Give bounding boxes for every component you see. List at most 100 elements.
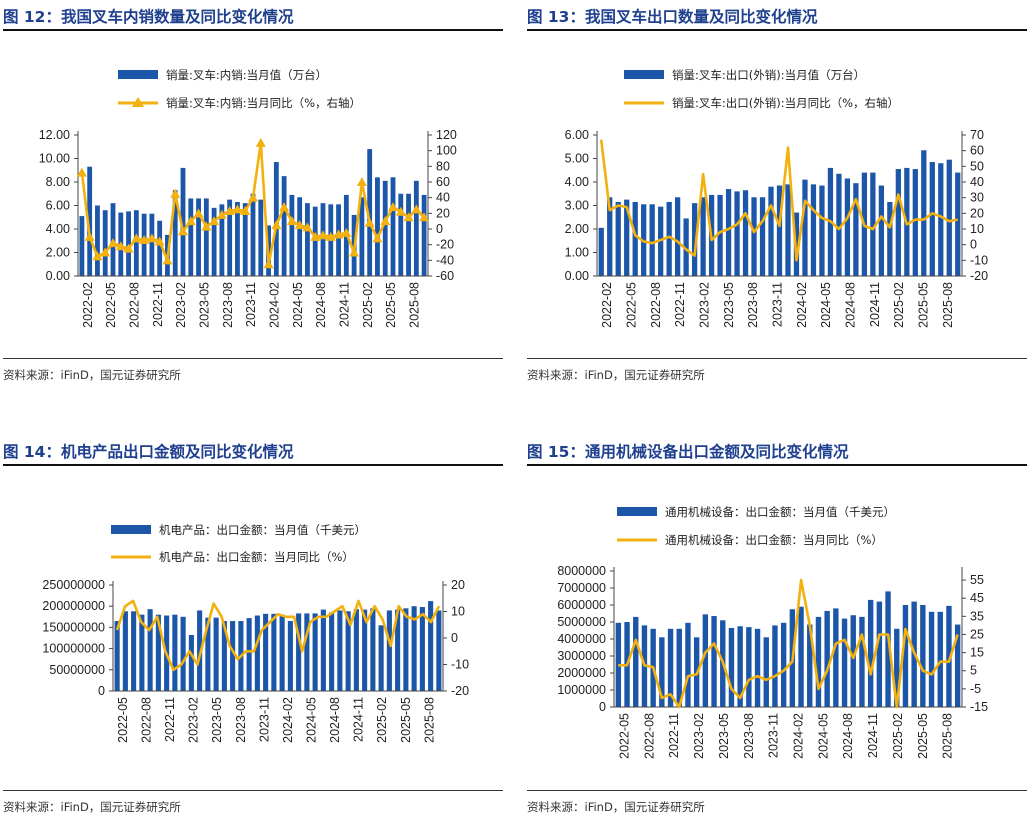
x-axis-label: 2022-08 — [139, 697, 153, 743]
bar — [912, 169, 918, 276]
right-axis-label: 70 — [970, 128, 984, 142]
line-marker — [279, 202, 290, 212]
right-axis-label: 55 — [970, 573, 984, 587]
legend-line-label: 销量:叉车:出口(外销):当月同比（%，右轴） — [672, 96, 899, 110]
bar — [734, 191, 740, 276]
line-marker — [411, 204, 422, 214]
left-axis-label: 8000000 — [557, 564, 606, 578]
line-marker — [209, 216, 220, 226]
x-axis-label: 2023-11 — [257, 697, 271, 742]
line-marker — [294, 220, 305, 230]
right-axis-label: 45 — [970, 591, 984, 605]
bar — [289, 194, 295, 276]
x-axis-label: 2023-05 — [722, 282, 736, 328]
left-axis-label: 100000000 — [42, 642, 105, 656]
right-axis-label: 10 — [970, 222, 984, 236]
x-axis-label: 2022-11 — [163, 697, 177, 742]
bar — [271, 613, 277, 691]
x-axis-label: 2023-02 — [692, 713, 706, 759]
bar — [844, 178, 851, 276]
bar — [362, 609, 368, 691]
right-axis-label: 20 — [451, 578, 465, 592]
bar — [725, 189, 732, 276]
left-axis-label: 7000000 — [557, 581, 606, 595]
bar — [853, 183, 859, 276]
chart-title: 图 15：通用机械设备出口金额及同比变化情况 — [527, 443, 849, 461]
bar — [676, 628, 682, 707]
bar — [367, 149, 373, 276]
line-marker — [162, 255, 173, 265]
x-axis-label: 2025-08 — [422, 697, 436, 743]
title-divider — [3, 464, 503, 466]
bar — [938, 163, 944, 276]
x-axis-label: 2023-08 — [221, 282, 235, 328]
bar — [785, 184, 791, 276]
right-axis-label: -20 — [436, 238, 454, 252]
right-axis-label: 80 — [436, 159, 450, 173]
x-axis-label: 2024-02 — [795, 282, 809, 328]
right-axis-label: 15 — [970, 646, 984, 660]
bar — [337, 610, 343, 691]
bar — [395, 609, 401, 691]
x-axis-label: 2022-11 — [667, 713, 681, 758]
bar — [802, 179, 808, 276]
x-axis-label: 2023-11 — [771, 282, 785, 327]
x-axis-label: 2024-08 — [328, 697, 342, 743]
bar — [428, 601, 434, 691]
bar — [702, 614, 709, 707]
bar — [780, 622, 787, 707]
bar — [421, 194, 427, 276]
bar — [776, 185, 783, 276]
bar — [378, 625, 384, 691]
bar — [336, 204, 341, 276]
bar — [683, 218, 689, 276]
right-axis-label: 100 — [436, 144, 457, 158]
bar — [211, 207, 217, 276]
x-axis-label: 2023-05 — [717, 713, 731, 759]
bar — [946, 605, 952, 707]
x-axis-label: 2022-11 — [151, 282, 165, 327]
bar — [246, 618, 252, 691]
line-marker — [154, 236, 165, 246]
x-axis-label: 2024-02 — [791, 713, 805, 759]
right-axis-label: 20 — [436, 206, 450, 220]
right-axis-label: -15 — [970, 700, 988, 714]
x-axis-label: 2022-08 — [642, 713, 656, 759]
line-marker — [216, 209, 227, 219]
title-divider — [527, 29, 1027, 31]
left-axis-label: 4000000 — [557, 632, 606, 646]
right-axis-label: 0 — [451, 631, 458, 645]
bar — [133, 210, 139, 276]
line-marker — [263, 259, 274, 269]
bar — [273, 162, 279, 276]
bar — [929, 162, 935, 276]
bar — [87, 166, 93, 276]
x-axis-label: 2023-02 — [698, 282, 712, 328]
x-axis-label: 2025-02 — [375, 697, 389, 743]
bar — [946, 159, 952, 276]
right-axis-label: -5 — [970, 682, 981, 696]
bar — [411, 606, 417, 691]
left-axis-label: 2000000 — [557, 666, 606, 680]
bar — [213, 617, 219, 691]
bar — [728, 627, 735, 707]
left-axis-label: 1000000 — [557, 683, 606, 697]
legend-bar-label: 机电产品：出口金额：当月值（千美元） — [159, 523, 366, 537]
legend-line-label: 通用机械设备：出口金额：当月同比（%） — [665, 533, 883, 547]
x-axis-label: 2025-02 — [361, 282, 375, 328]
left-axis-label: 3000000 — [557, 649, 606, 663]
bar — [850, 615, 856, 707]
source-divider — [527, 358, 1027, 359]
bar — [810, 184, 817, 276]
bar — [920, 605, 926, 707]
bar — [867, 599, 874, 707]
bar — [403, 608, 409, 691]
bar — [667, 628, 674, 707]
line-marker — [84, 231, 95, 241]
bar — [139, 614, 145, 691]
right-axis-label: 20 — [970, 206, 984, 220]
right-axis-label: -10 — [970, 253, 988, 267]
right-axis-label: 30 — [970, 191, 984, 205]
bar — [149, 213, 155, 276]
bar — [172, 190, 178, 276]
